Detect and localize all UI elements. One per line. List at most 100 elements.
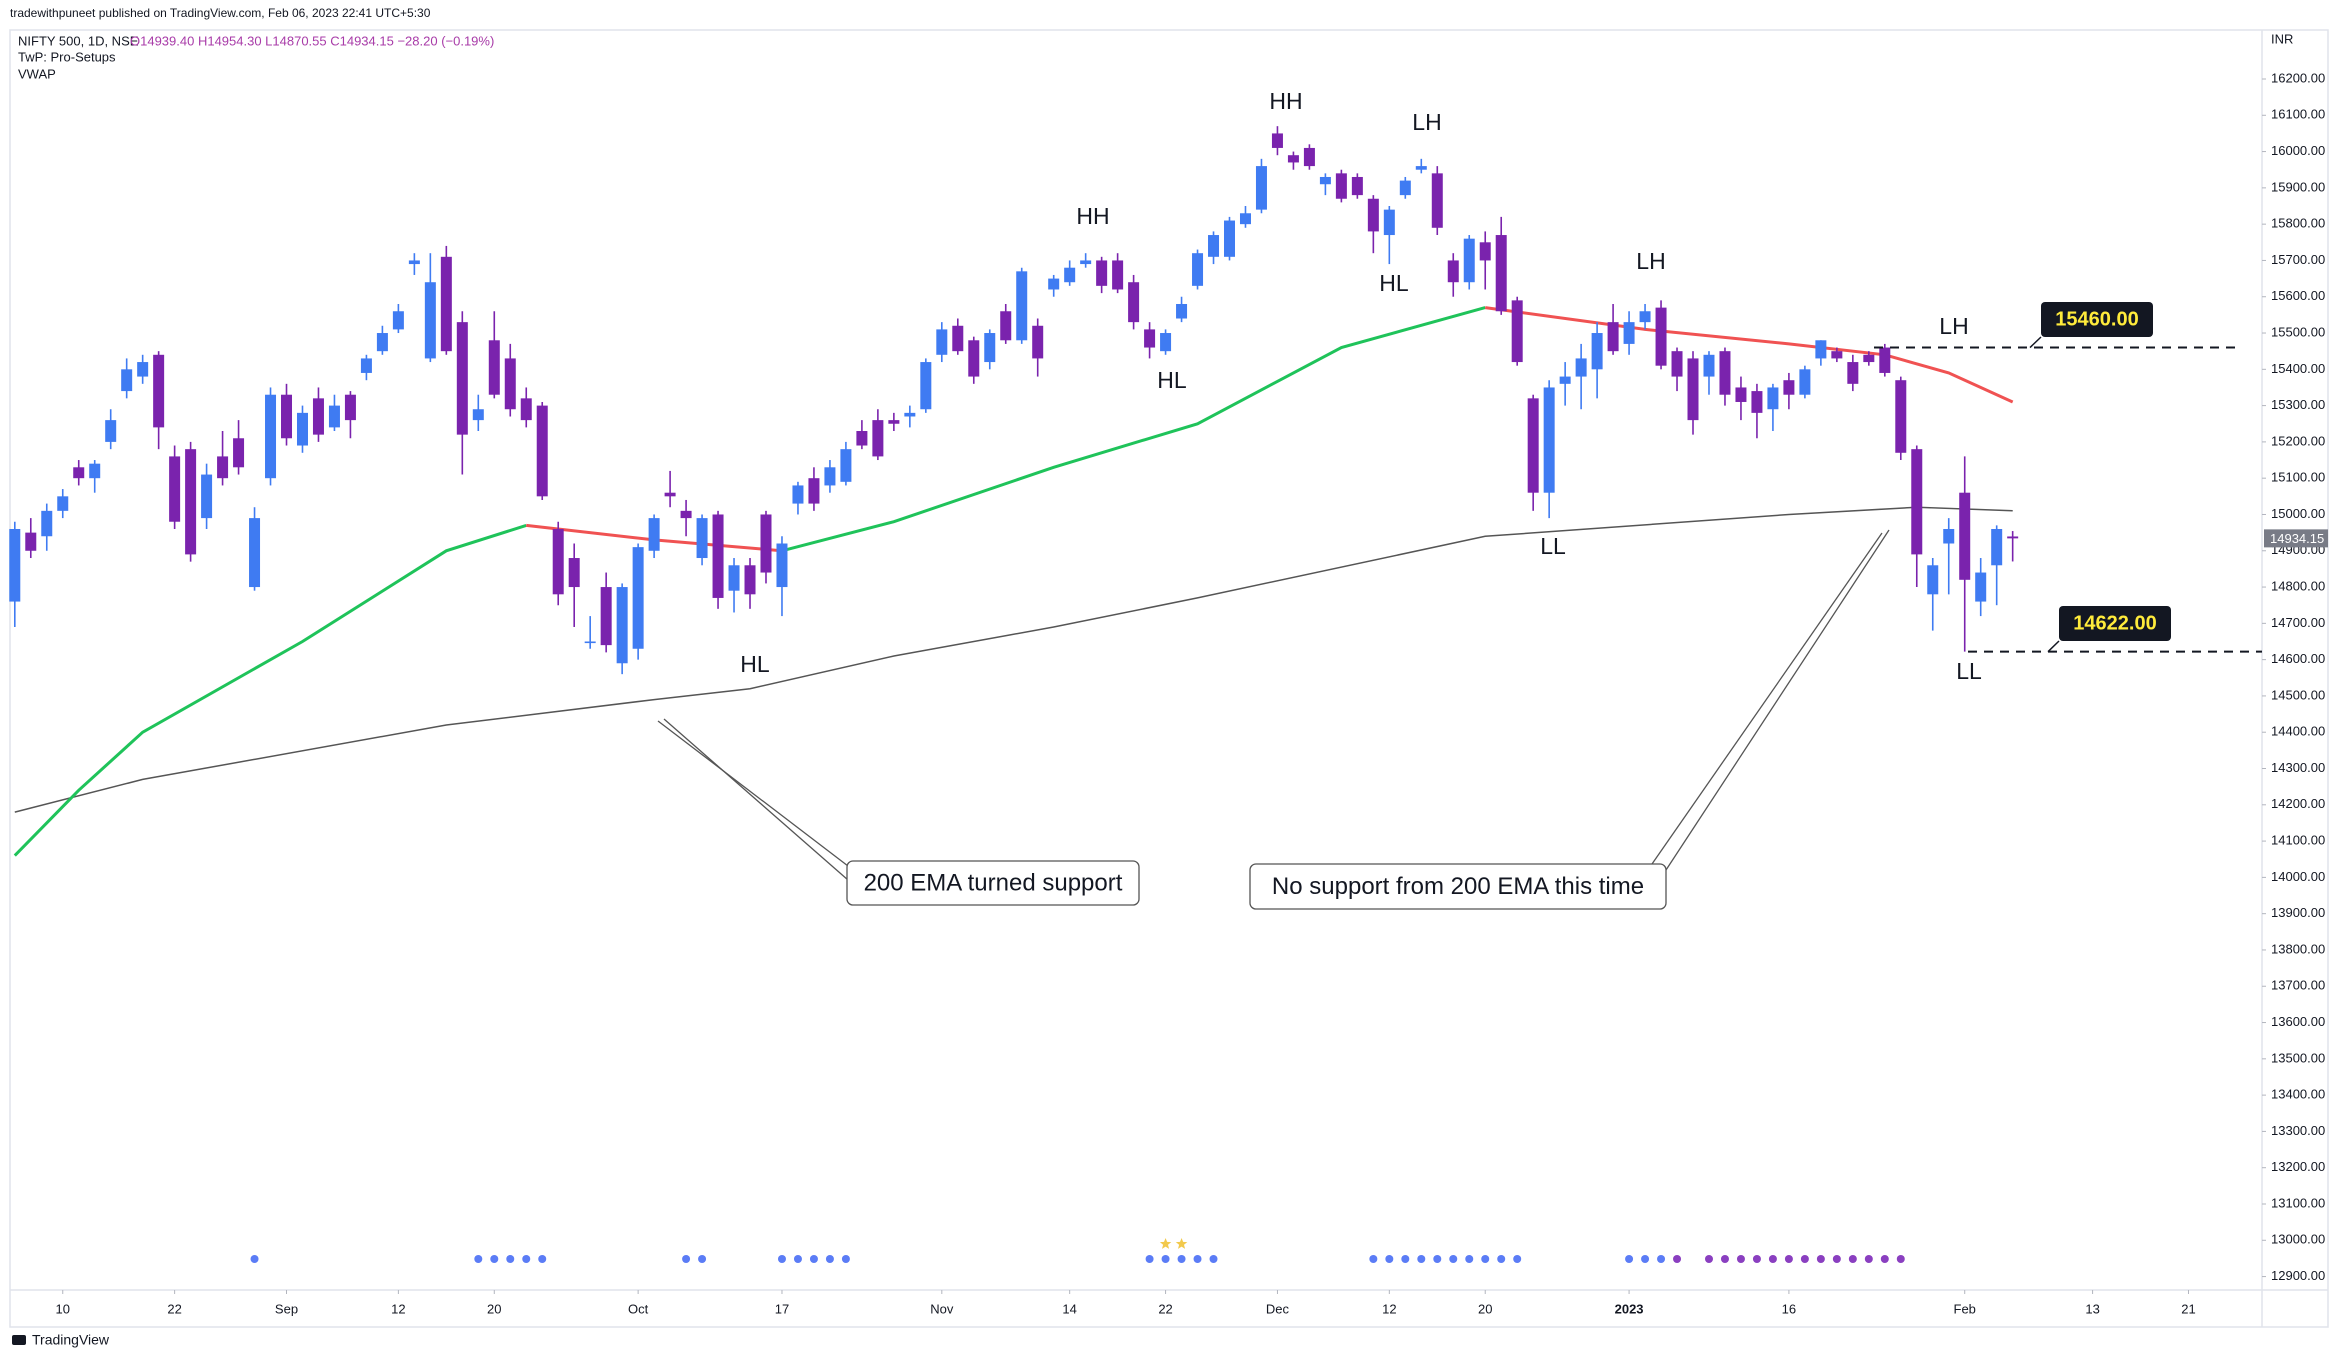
candle-body — [1383, 209, 1395, 236]
candle-body — [1735, 387, 1747, 402]
signal-dot — [1752, 1255, 1761, 1263]
candle-body — [792, 485, 804, 504]
candle-body — [888, 420, 900, 424]
signal-dot — [1161, 1255, 1170, 1263]
signal-dot — [1481, 1255, 1490, 1263]
swing-label: HH — [1269, 88, 1302, 114]
brand: TradingView — [32, 1332, 110, 1348]
candle-body — [1255, 166, 1267, 210]
candle-body — [1543, 387, 1555, 493]
candle-body — [1160, 333, 1172, 352]
candle-body — [137, 362, 149, 377]
candle-body — [744, 565, 756, 595]
signal-dot — [474, 1255, 483, 1263]
x-tick-label: Sep — [275, 1301, 298, 1316]
indicator-line — [13, 306, 1486, 857]
candle-body — [265, 394, 277, 479]
y-tick-label: 16000.00 — [2271, 143, 2325, 158]
published-note: tradewithpuneet published on TradingView… — [10, 6, 431, 20]
candle-body — [25, 532, 37, 551]
candle-body — [1975, 572, 1987, 602]
candle-body — [1783, 380, 1795, 395]
candle-body — [1895, 380, 1907, 453]
candle-body — [1703, 354, 1715, 377]
callout-leader — [663, 718, 849, 881]
candle-body — [249, 518, 261, 588]
signal-dot — [841, 1255, 850, 1263]
signal-dot — [1193, 1255, 1202, 1263]
candle-body — [1847, 362, 1859, 384]
candle-body — [1719, 351, 1731, 395]
candle-body — [440, 256, 452, 352]
candle-body — [121, 369, 133, 392]
candle-body — [105, 420, 117, 442]
y-tick-label: 13800.00 — [2271, 941, 2325, 956]
candle-body — [1591, 333, 1603, 370]
x-tick-label: 2023 — [1615, 1301, 1644, 1316]
signal-dot — [250, 1255, 259, 1263]
y-tick-label: 15600.00 — [2271, 288, 2325, 303]
candle-body — [520, 398, 532, 421]
y-tick-label: 13200.00 — [2271, 1159, 2325, 1174]
y-tick-label: 16200.00 — [2271, 70, 2325, 85]
signal-dot — [1784, 1255, 1793, 1263]
candle-body — [760, 514, 772, 573]
candle-body — [1319, 176, 1331, 185]
signal-dot — [1641, 1255, 1650, 1263]
brand-logo — [12, 1335, 26, 1345]
signal-dot — [777, 1255, 786, 1263]
candle-body — [1016, 271, 1028, 341]
candle-body — [1351, 176, 1363, 196]
swing-label: LH — [1636, 248, 1665, 274]
signal-dot — [1832, 1255, 1841, 1263]
candle-body — [1447, 260, 1459, 283]
y-tick-label: 15500.00 — [2271, 324, 2325, 339]
y-tick-label: 14200.00 — [2271, 796, 2325, 811]
signal-dot — [1848, 1255, 1857, 1263]
candle-body — [1479, 242, 1491, 261]
x-tick-label: 20 — [487, 1301, 501, 1316]
indicator-label: TwP: Pro-Setups — [18, 49, 116, 64]
candle-body — [312, 398, 324, 435]
x-tick-label: 22 — [167, 1301, 181, 1316]
candle-body — [1144, 329, 1156, 348]
signal-dot — [825, 1255, 834, 1263]
candle-body — [712, 514, 724, 598]
swing-label: LH — [1939, 313, 1968, 339]
candle-body — [1687, 358, 1699, 421]
x-tick-label: 10 — [56, 1301, 70, 1316]
signal-dot — [1385, 1255, 1394, 1263]
y-tick-label: 14000.00 — [2271, 869, 2325, 884]
signal-dot — [1417, 1255, 1426, 1263]
callout-text: 200 EMA turned support — [864, 869, 1123, 896]
signal-dot — [1209, 1255, 1218, 1263]
chart-frame — [9, 29, 2329, 1328]
candle-body — [808, 478, 820, 504]
y-tick-label: 13700.00 — [2271, 978, 2325, 993]
y-tick-label: 16100.00 — [2271, 107, 2325, 122]
candle-body — [1415, 166, 1427, 170]
candle-body — [41, 510, 53, 537]
candle-body — [1399, 180, 1411, 196]
candle-body — [504, 358, 516, 410]
signal-dot — [490, 1255, 499, 1263]
y-tick-label: 14500.00 — [2271, 687, 2325, 702]
level-label: 14622.00 — [2073, 612, 2156, 634]
x-tick-label: 22 — [1158, 1301, 1172, 1316]
callout-text: No support from 200 EMA this time — [1272, 873, 1644, 900]
candle-body — [1815, 340, 1827, 359]
ohlc-legend: O14939.40 H14954.30 L14870.55 C14934.15 … — [130, 33, 494, 48]
candle-body — [1639, 311, 1651, 323]
candle-body — [408, 260, 420, 265]
callout-box — [1249, 863, 1667, 910]
level-box — [2041, 302, 2153, 337]
signal-dot — [1449, 1255, 1458, 1263]
y-tick-label: 12900.00 — [2271, 1268, 2325, 1283]
candle-body — [1048, 278, 1060, 290]
signal-dot — [793, 1255, 802, 1263]
callout-box — [846, 860, 1140, 906]
candle-body — [424, 282, 436, 359]
candle-body — [856, 431, 868, 446]
candle-body — [1367, 198, 1379, 232]
candle-body — [872, 420, 884, 457]
